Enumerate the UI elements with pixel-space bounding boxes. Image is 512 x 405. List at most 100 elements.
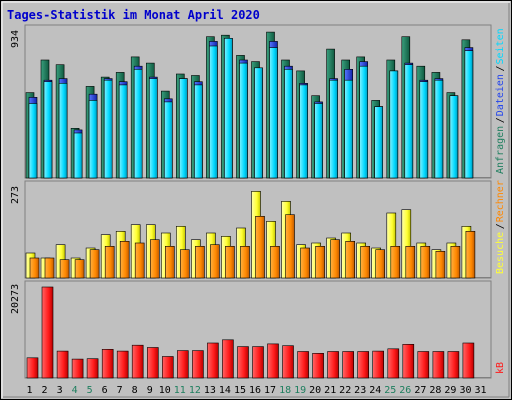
x-label-day-20: 20 [309, 385, 321, 396]
x-label-day-12: 12 [189, 385, 201, 396]
bar-rechner-day-22 [345, 241, 356, 279]
bar-seiten-day-22 [344, 79, 354, 179]
bar-kb-day-18 [282, 345, 294, 379]
bar-rechner-day-30 [465, 231, 476, 279]
bar-rechner-day-12 [195, 246, 205, 279]
bar-seiten-day-24 [374, 106, 384, 179]
bar-rechner-day-8 [134, 242, 145, 279]
bar-rechner-day-18 [285, 214, 295, 279]
x-label-day-6: 6 [102, 385, 108, 396]
bar-seiten-day-26 [404, 64, 414, 179]
x-label-day-13: 13 [204, 385, 216, 396]
bar-seiten-day-3 [58, 83, 68, 179]
legend-anfragen: Anfragen [495, 126, 506, 174]
bar-rechner-day-15 [240, 246, 250, 279]
legend-dateien: Dateien [495, 74, 506, 116]
x-label-day-19: 19 [294, 385, 306, 396]
bar-rechner-day-25 [390, 246, 401, 279]
legend-kb: kB [495, 362, 506, 374]
bar-rechner-day-16 [255, 216, 265, 279]
bar-seiten-day-17 [269, 47, 278, 179]
chart-title: Tages-Statistik im Monat April 2020 [7, 8, 260, 22]
bar-seiten-day-16 [254, 67, 263, 179]
x-label-day-31: 31 [474, 385, 486, 396]
bar-rechner-day-7 [119, 241, 130, 279]
bar-rechner-day-20 [315, 246, 325, 279]
bar-seiten-day-11 [179, 78, 188, 179]
bar-rechner-day-11 [180, 249, 190, 279]
x-label-day-23: 23 [354, 385, 366, 396]
bar-rechner-day-3 [59, 259, 70, 279]
bar-seiten-day-5 [88, 100, 98, 179]
bar-kb-day-28 [432, 351, 445, 379]
x-label-day-17: 17 [264, 385, 276, 396]
x-label-day-15: 15 [234, 385, 246, 396]
bar-rechner-day-27 [420, 246, 431, 279]
bar-kb-day-7 [116, 350, 129, 379]
bar-kb-day-22 [342, 351, 355, 379]
legend-separator: / [495, 65, 506, 71]
bar-kb-day-15 [237, 346, 249, 379]
x-label-day-10: 10 [159, 385, 171, 396]
bar-kb-day-24 [372, 350, 385, 379]
x-label-day-29: 29 [444, 385, 456, 396]
bar-kb-day-19 [297, 351, 309, 379]
bar-kb-day-10 [162, 356, 174, 379]
bar-kb-day-25 [387, 348, 400, 379]
panel-middle-max-label: 273 [10, 186, 21, 204]
bar-seiten-day-29 [449, 95, 459, 179]
bar-kb-day-11 [177, 350, 189, 379]
panel-top-legend: Anfragen/Dateien/Seiten [495, 28, 506, 174]
bar-rechner-day-26 [405, 246, 416, 279]
x-label-day-11: 11 [174, 385, 186, 396]
x-label-day-25: 25 [384, 385, 396, 396]
bar-kb-day-13 [207, 342, 219, 379]
x-label-day-9: 9 [147, 385, 153, 396]
x-label-day-26: 26 [399, 385, 411, 396]
panel-bottom-max-label: 20273 [10, 284, 21, 314]
bar-kb-day-23 [357, 351, 370, 379]
bar-rechner-day-19 [300, 247, 310, 279]
bar-kb-day-9 [147, 347, 159, 379]
x-label-day-3: 3 [57, 385, 63, 396]
panel-bottom-legend: kB [495, 362, 506, 374]
bar-kb-day-12 [192, 350, 204, 379]
bar-kb-day-1 [26, 357, 39, 379]
bar-seiten-day-8 [133, 69, 143, 179]
bar-kb-day-3 [56, 350, 69, 379]
bar-seiten-day-7 [118, 84, 128, 179]
x-label-day-28: 28 [429, 385, 441, 396]
bar-rechner-day-4 [74, 259, 85, 279]
bar-seiten-day-19 [299, 84, 308, 179]
x-label-day-8: 8 [132, 385, 138, 396]
x-label-day-24: 24 [369, 385, 381, 396]
x-label-day-21: 21 [324, 385, 336, 396]
bar-seiten-day-14 [224, 37, 233, 179]
bar-kb-day-21 [327, 351, 339, 379]
legend-seiten: Seiten [495, 28, 506, 64]
x-label-day-27: 27 [414, 385, 426, 396]
legend-separator: / [495, 223, 506, 229]
bar-seiten-day-18 [284, 69, 293, 179]
panel-bottom-bars [25, 286, 491, 379]
x-label-day-16: 16 [249, 385, 261, 396]
x-label-day-7: 7 [117, 385, 123, 396]
bar-rechner-day-17 [270, 246, 280, 279]
bar-seiten-day-28 [434, 79, 444, 179]
bar-seiten-day-13 [209, 45, 218, 179]
bar-kb-day-14 [222, 339, 234, 379]
x-axis-day-labels: 1 2 3 4 5 6 7 8 9 10 11 12 13 14 15 16 17 18 19 20 21 22 23 24 2… [26, 385, 486, 396]
legend-separator: / [495, 117, 506, 123]
bar-seiten-day-23 [359, 65, 369, 179]
bar-rechner-day-1 [29, 257, 40, 279]
x-label-day-14: 14 [219, 385, 231, 396]
x-label-day-4: 4 [72, 385, 78, 396]
bar-rechner-day-29 [450, 246, 461, 279]
bar-kb-day-2 [41, 286, 54, 379]
panel-top-max-label: 934 [10, 30, 21, 48]
bar-seiten-day-15 [239, 62, 248, 179]
bar-kb-day-5 [86, 358, 99, 379]
panel-middle-bars [25, 191, 491, 279]
bar-kb-day-29 [447, 351, 460, 379]
